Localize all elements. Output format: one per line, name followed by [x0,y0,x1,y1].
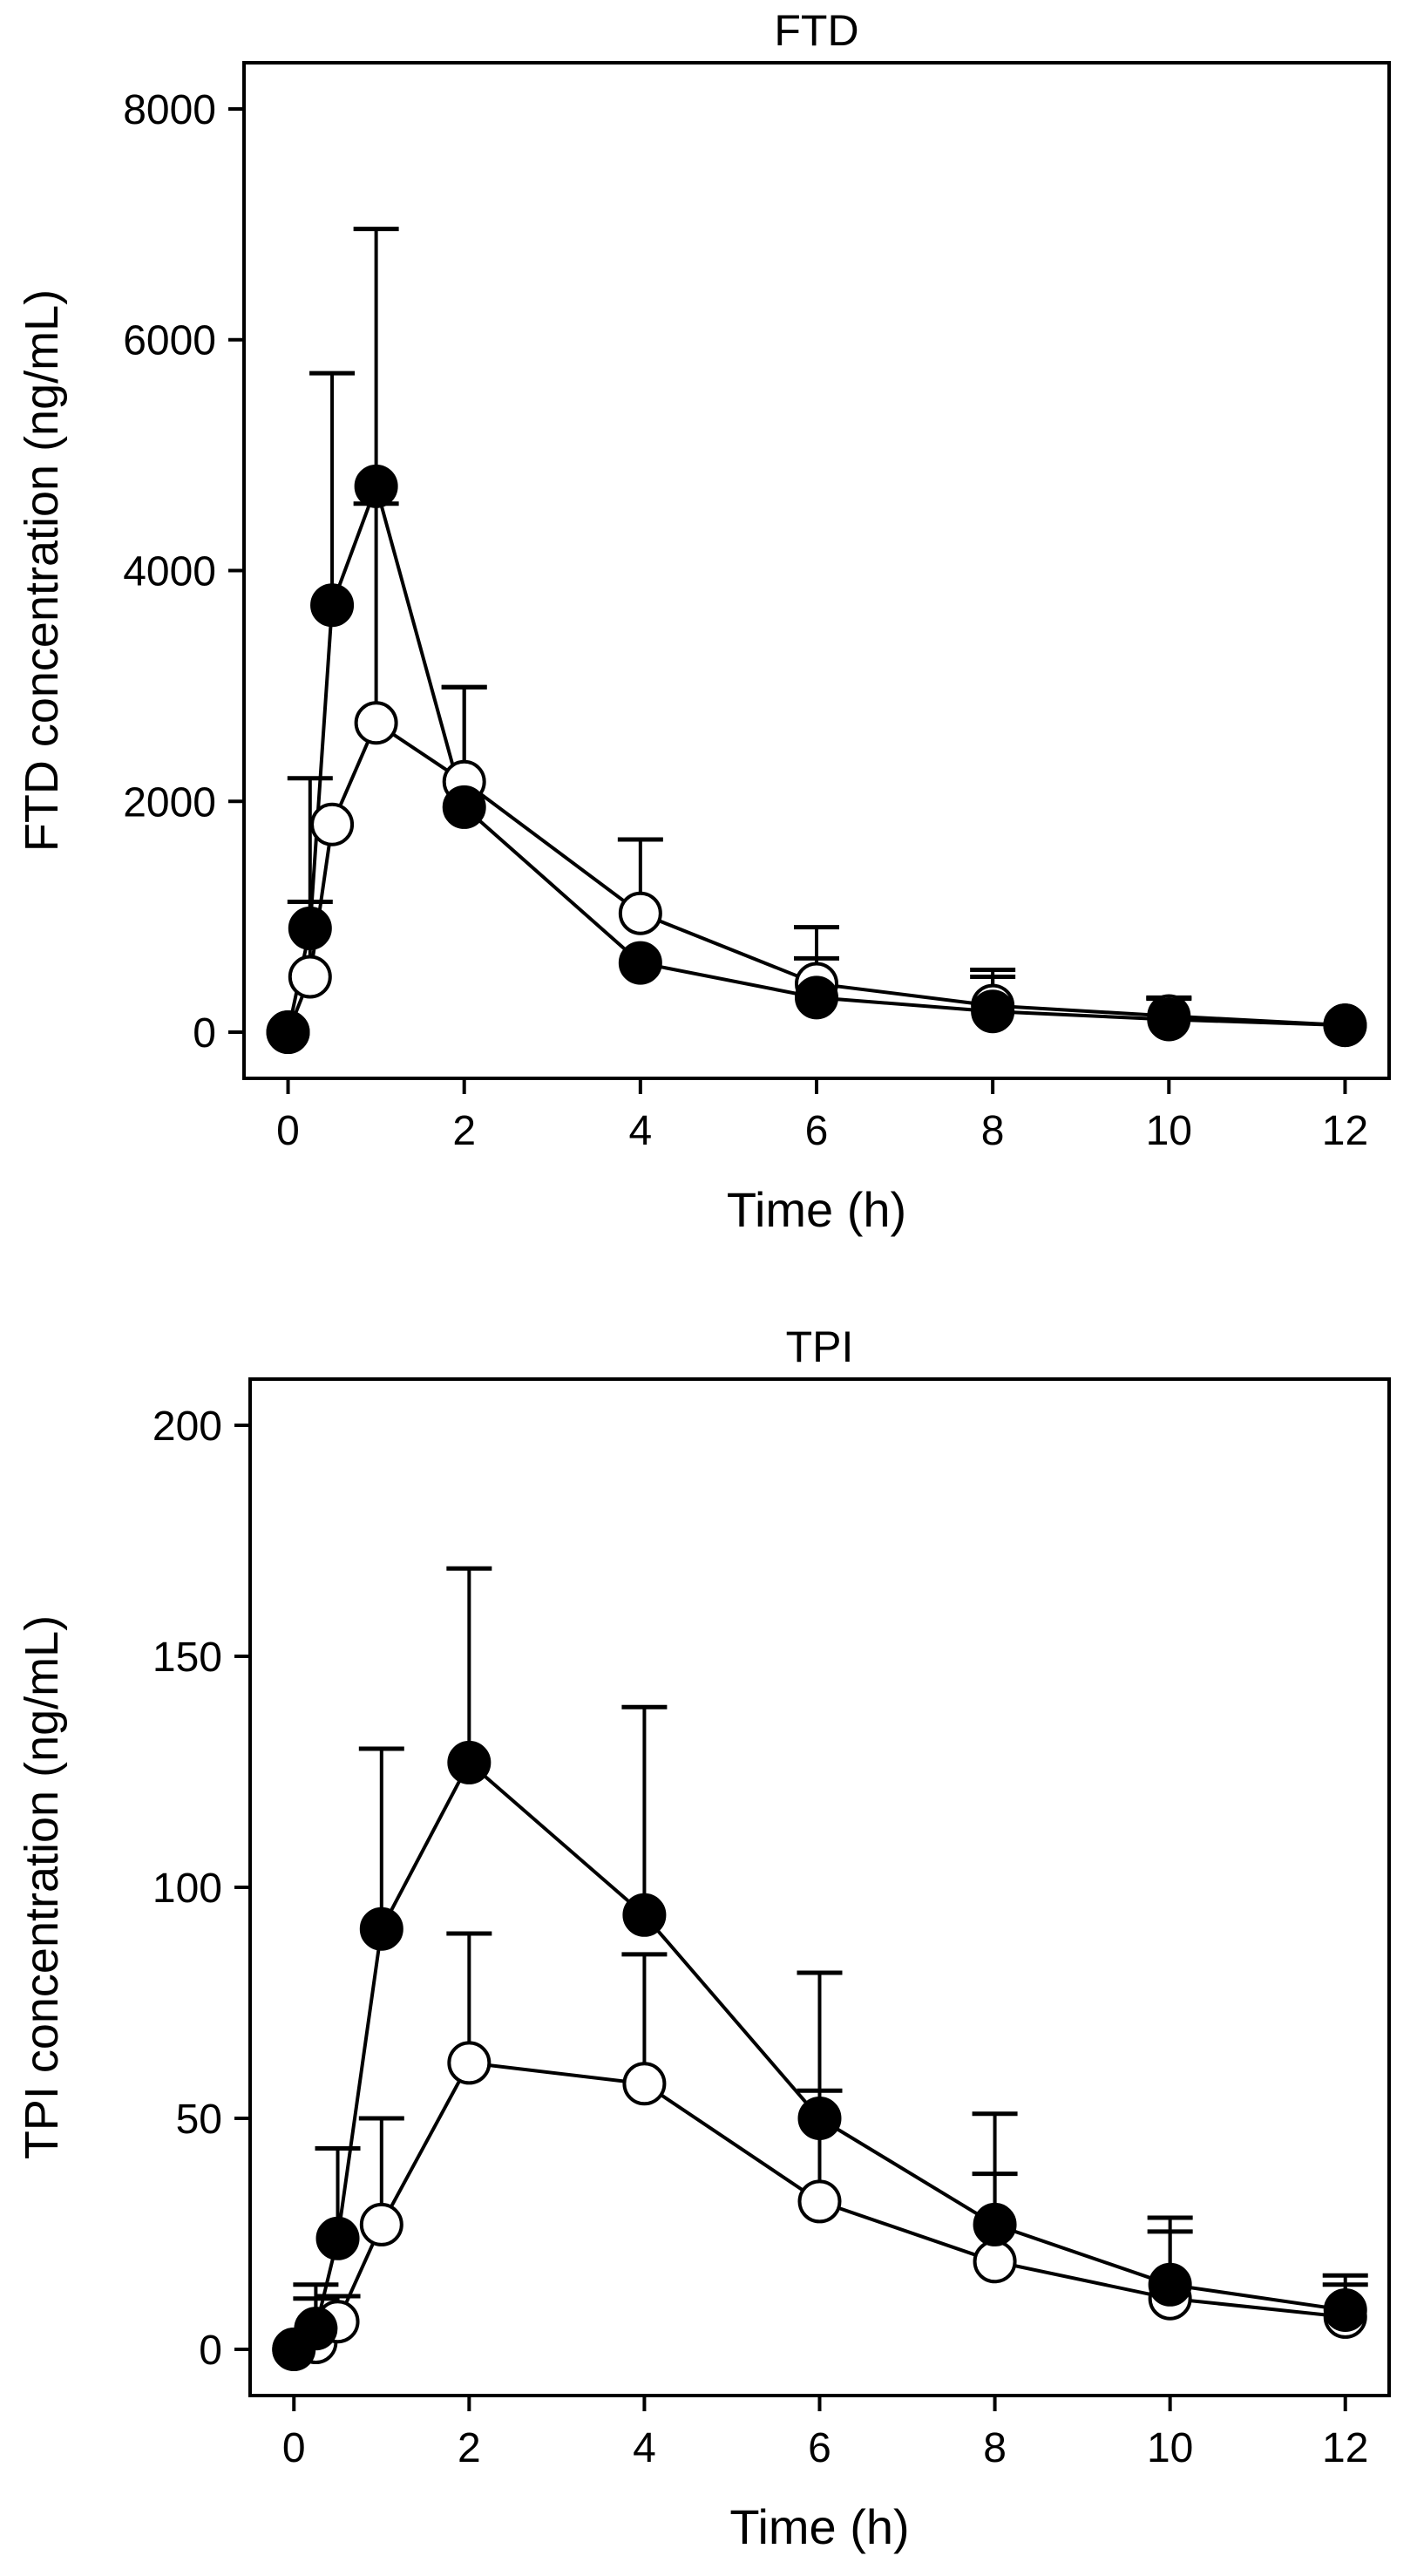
chart-panel-1: FTD 0 2 4 6 8 10 12 0 2000 4000 6000 8000 Time (h) FTD… [16,6,1391,1237]
x-tick-label: 6 [805,1108,829,1154]
x-tick-label: 10 [1146,1108,1192,1154]
chart-title: FTD [774,6,858,55]
data-point-filled [315,2216,360,2260]
series-line-open [286,721,1346,1033]
data-point-open [797,2179,842,2224]
data-point-filled [973,2202,1017,2246]
x-tick-label: 2 [452,1108,476,1154]
y-tick-label: 8000 [123,87,216,133]
data-point-filled [354,464,398,508]
data-point-filled [1148,2262,1192,2307]
y-tick-label: 50 [176,2097,222,2143]
x-axis-label: Time (h) [727,1182,906,1237]
data-point-filled [288,906,332,950]
data-point-open [622,2062,667,2106]
x-tick-label: 8 [983,2425,1007,2471]
data-point-filled [266,1010,310,1055]
data-point-open [973,2240,1017,2284]
x-tick-label: 10 [1147,2425,1193,2471]
x-tick-label: 12 [1322,2425,1368,2471]
data-point-filled [1147,997,1191,1042]
data-point-filled [447,1740,492,1784]
x-tick-label: 12 [1322,1108,1368,1154]
series-line-filled [292,1760,1346,2351]
chart-title: TPI [786,1322,854,1371]
data-point-open [288,955,332,999]
data-point-open [310,802,355,846]
x-tick-label: 2 [458,2425,481,2471]
x-tick-label: 0 [282,2425,306,2471]
data-point-open [354,701,398,745]
series-line-filled [286,484,1346,1033]
y-tick-label: 0 [199,2328,222,2374]
data-point-filled [795,975,838,1020]
data-point-filled [622,1893,667,1937]
data-point-filled [618,941,662,985]
x-tick-label: 0 [276,1108,300,1154]
y-tick-label: 6000 [123,318,216,364]
x-tick-label: 8 [981,1108,1005,1154]
x-tick-label: 4 [633,2425,656,2471]
chart-panel-2: TPI 0 2 4 6 8 10 12 0 50 100 150 200 Time (h) TPI conc… [16,1322,1391,2554]
data-point-filled [359,1907,403,1951]
data-point-filled [294,2307,338,2351]
y-tick-label: 200 [153,1404,222,1450]
data-point-filled [1323,1003,1367,1048]
y-tick-label: 100 [153,1866,222,1912]
x-tick-label: 4 [628,1108,652,1154]
y-tick-label: 4000 [123,549,216,595]
y-tick-label: 0 [193,1010,216,1057]
x-tick-label: 6 [808,2425,831,2471]
x-axis-label: Time (h) [729,2499,909,2554]
y-tick-label: 2000 [123,779,216,826]
data-point-filled [971,989,1015,1034]
plot-frame [248,1377,1391,2397]
data-point-filled [797,2097,842,2140]
data-point-open [618,891,662,935]
data-point-open [447,2041,492,2085]
data-point-open [359,2202,403,2246]
y-axis-label: TPI concentration (ng/mL) [16,1615,68,2159]
y-tick-label: 150 [153,1635,222,1681]
data-point-filled [1323,2287,1367,2332]
data-point-filled [310,583,355,628]
y-axis-label: FTD concentration (ng/mL) [16,289,68,852]
data-point-filled [442,785,486,829]
